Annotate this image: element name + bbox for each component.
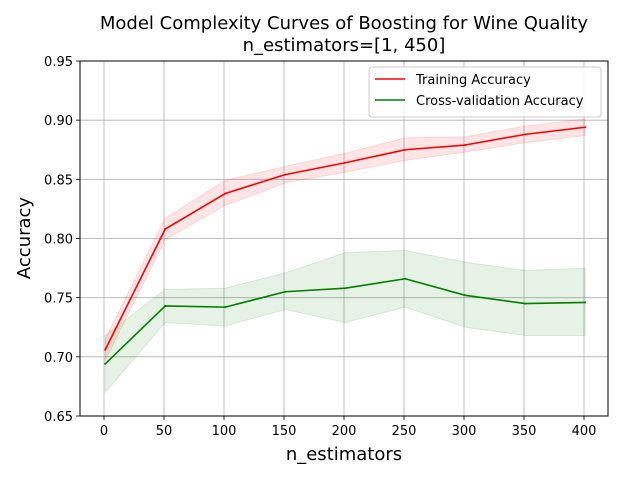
chart-subtitle: n_estimators=[1, 450]: [243, 35, 446, 56]
cross-validation-data-point: [524, 302, 527, 305]
training-data-point: [584, 126, 587, 129]
chart-title: Model Complexity Curves of Boosting for …: [100, 13, 589, 34]
x-axis-label: n_estimators: [286, 444, 402, 465]
training-data-point: [464, 144, 467, 147]
cross-validation-data-point: [164, 304, 167, 307]
training-accuracy-band: [104, 118, 586, 361]
x-tick-label: 250: [392, 424, 417, 439]
y-axis-label: Accuracy: [14, 197, 35, 280]
x-tick-label: 150: [272, 424, 297, 439]
training-data-point: [524, 133, 527, 136]
y-tick-label: 0.75: [44, 292, 73, 307]
y-tick-label: 0.70: [44, 351, 73, 366]
confidence-bands: [104, 118, 586, 394]
training-data-point: [164, 228, 167, 231]
cross-validation-data-point: [224, 306, 227, 309]
x-tick-label: 300: [452, 424, 477, 439]
legend: Training Accuracy Cross-validation Accur…: [368, 66, 602, 118]
training-data-point: [344, 161, 347, 164]
legend-cv-label: Cross-validation Accuracy: [416, 94, 584, 109]
y-tick-label: 0.85: [44, 173, 73, 188]
cross-validation-data-point: [464, 294, 467, 297]
cross-validation-data-point: [104, 362, 107, 365]
y-tick-label: 0.90: [44, 114, 73, 129]
legend-box: [368, 66, 602, 118]
training-data-point: [104, 348, 107, 351]
x-tick-label: 50: [156, 424, 173, 439]
axis-ticks: 0 50 100 150 200 250 300 350 400 0.65 0.70 0.75 0.80…: [44, 55, 596, 439]
x-tick-label: 200: [332, 424, 357, 439]
x-tick-label: 350: [512, 424, 537, 439]
y-tick-label: 0.65: [44, 410, 73, 425]
y-tick-label: 0.80: [44, 233, 73, 248]
grid-lines: [80, 60, 608, 417]
training-data-point: [284, 173, 287, 176]
cross-validation-data-point: [284, 290, 287, 293]
cross-validation-accuracy-band: [104, 249, 586, 394]
legend-training-label: Training Accuracy: [415, 73, 531, 88]
training-data-point: [224, 192, 227, 195]
series-lines: [104, 126, 587, 365]
y-tick-label: 0.95: [44, 55, 73, 70]
training-data-point: [404, 148, 407, 151]
x-tick-label: 400: [572, 424, 597, 439]
cross-validation-data-point: [584, 301, 587, 304]
x-tick-label: 100: [212, 424, 237, 439]
cross-validation-data-point: [404, 277, 407, 280]
cross-validation-data-point: [344, 287, 347, 290]
x-tick-label: 0: [100, 424, 108, 439]
